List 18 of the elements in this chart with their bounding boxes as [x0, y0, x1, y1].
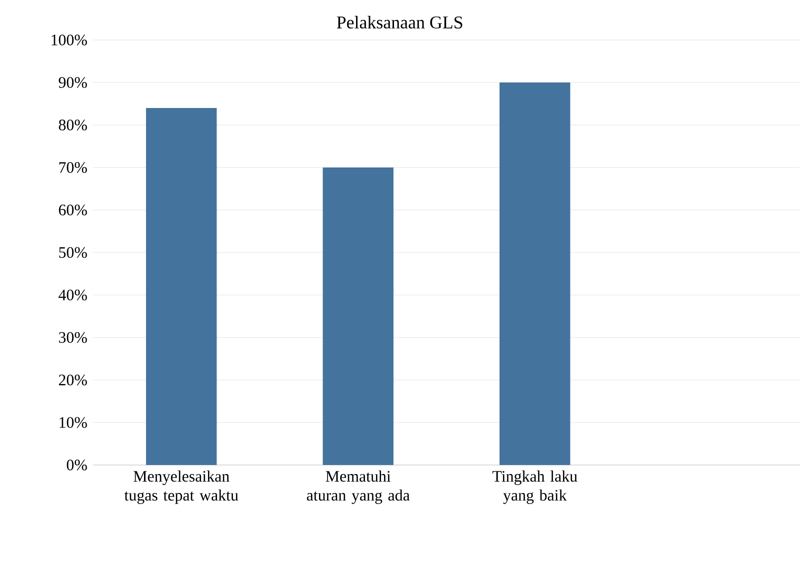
bar	[322, 167, 394, 465]
x-tick-label: Mematuhi aturan yang ada	[306, 470, 410, 504]
y-tick-label: 20%	[58, 374, 87, 386]
y-tick-label: 50%	[59, 247, 87, 258]
y-tick-label: 0%	[66, 460, 87, 470]
chart-title: Pelaksanaan GLS	[336, 16, 462, 28]
y-tick-label: 40%	[58, 290, 87, 300]
y-tick-label: 30%	[59, 332, 87, 343]
bar	[500, 82, 570, 465]
y-tick-label: 10%	[60, 417, 87, 428]
bar	[146, 108, 217, 465]
y-tick-label: 90%	[58, 77, 87, 88]
y-tick-label: 80%	[58, 120, 87, 130]
y-tick-label: 60%	[58, 204, 87, 216]
y-tick-label: 100%	[52, 34, 87, 46]
y-tick-label: 70%	[59, 162, 87, 173]
x-tick-label: Menyelesaikan tugas tepat waktu	[124, 470, 238, 504]
x-tick-label: Tingkah laku yang baik	[492, 470, 578, 504]
